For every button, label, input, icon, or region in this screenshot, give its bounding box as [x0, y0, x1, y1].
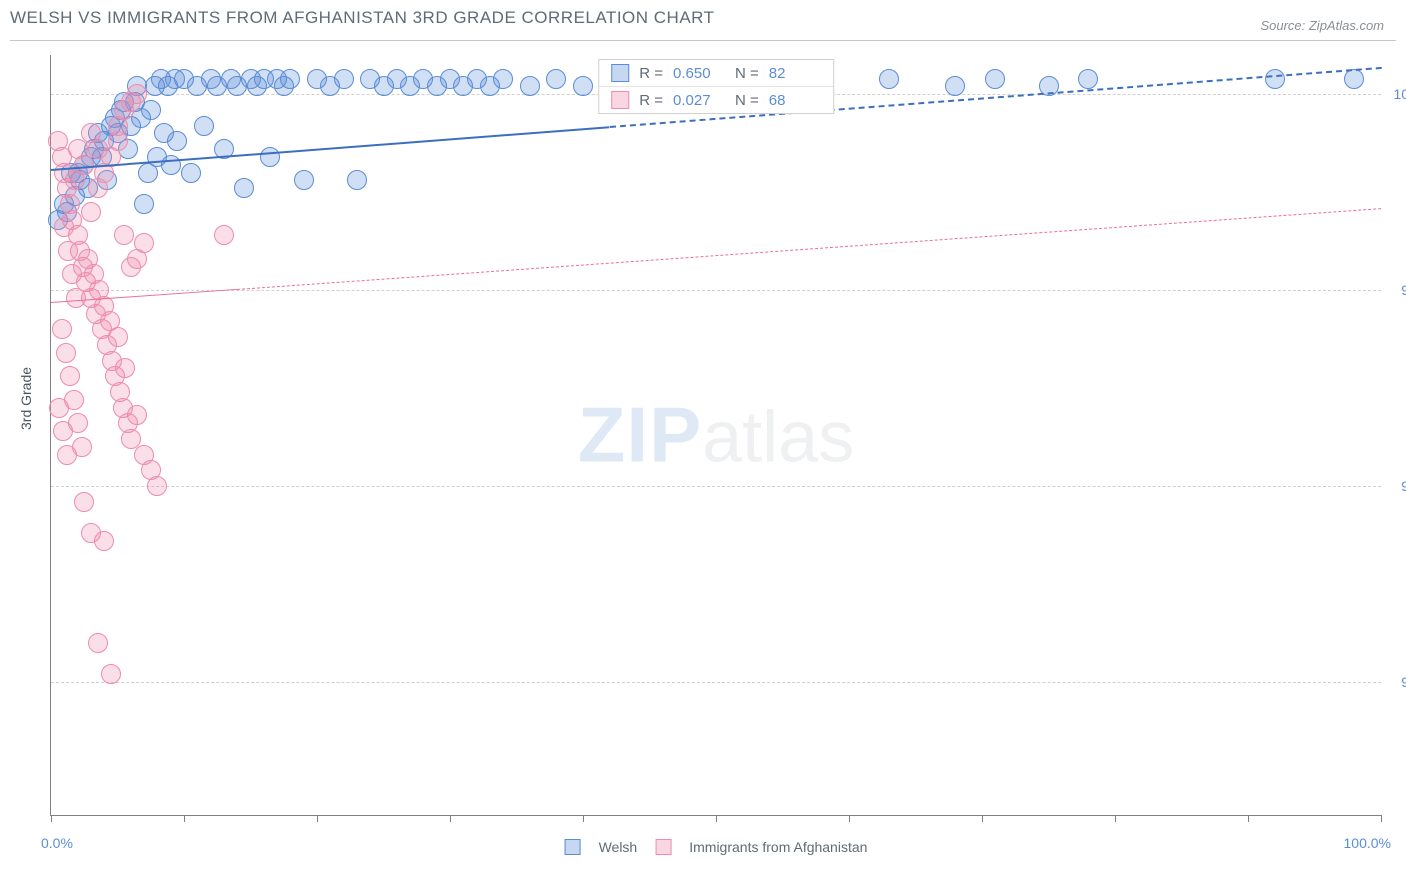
x-tick [849, 815, 850, 822]
data-point-afghan [214, 225, 234, 245]
stats-row-welsh: R = 0.650 N = 82 [599, 60, 833, 87]
data-point-welsh [280, 69, 300, 89]
x-tick [1381, 815, 1382, 822]
data-point-welsh [234, 178, 254, 198]
data-point-afghan [134, 233, 154, 253]
y-tick-label: 100.0% [1386, 86, 1406, 102]
data-point-afghan [88, 633, 108, 653]
data-point-welsh [520, 76, 540, 96]
watermark-atlas: atlas [702, 398, 854, 478]
data-point-afghan [147, 476, 167, 496]
y-tick-label: 97.5% [1386, 282, 1406, 298]
legend-label-welsh: Welsh [599, 839, 638, 855]
data-point-welsh [493, 69, 513, 89]
data-point-welsh [167, 131, 187, 151]
data-point-afghan [62, 264, 82, 284]
data-point-afghan [57, 445, 77, 465]
data-point-afghan [58, 241, 78, 261]
y-tick-label: 92.5% [1386, 674, 1406, 690]
data-point-welsh [546, 69, 566, 89]
n-value-afghan: 68 [769, 92, 821, 109]
n-label: N = [735, 65, 759, 82]
x-tick [51, 815, 52, 822]
data-point-welsh [1078, 69, 1098, 89]
data-point-welsh [573, 76, 593, 96]
swatch-welsh [611, 64, 629, 82]
x-tick [982, 815, 983, 822]
data-point-welsh [347, 170, 367, 190]
x-tick [317, 815, 318, 822]
data-point-welsh [141, 100, 161, 120]
x-axis-min-label: 0.0% [41, 835, 73, 851]
stats-row-afghan: R = 0.027 N = 68 [599, 87, 833, 113]
data-point-welsh [161, 155, 181, 175]
x-tick [450, 815, 451, 822]
data-point-afghan [56, 343, 76, 363]
chart-title: WELSH VS IMMIGRANTS FROM AFGHANISTAN 3RD… [10, 8, 715, 27]
data-point-afghan [74, 155, 94, 175]
data-point-afghan [49, 398, 69, 418]
data-point-afghan [66, 288, 86, 308]
x-tick [583, 815, 584, 822]
series-legend: Welsh Immigrants from Afghanistan [565, 839, 868, 855]
data-point-welsh [260, 147, 280, 167]
data-point-afghan [74, 492, 94, 512]
trend-line-afghan-dashed [237, 208, 1381, 290]
r-value-welsh: 0.650 [673, 65, 725, 82]
x-axis-max-label: 100.0% [1344, 835, 1391, 851]
swatch-afghan [611, 91, 629, 109]
data-point-welsh [181, 163, 201, 183]
title-bar: WELSH VS IMMIGRANTS FROM AFGHANISTAN 3RD… [10, 8, 1396, 41]
data-point-welsh [985, 69, 1005, 89]
n-label-2: N = [735, 92, 759, 109]
n-value-welsh: 82 [769, 65, 821, 82]
data-point-afghan [101, 664, 121, 684]
data-point-afghan [81, 202, 101, 222]
gridline [51, 290, 1381, 291]
data-point-afghan [60, 366, 80, 386]
y-axis-label: 3rd Grade [18, 367, 34, 430]
data-point-afghan [108, 327, 128, 347]
legend-label-afghan: Immigrants from Afghanistan [689, 839, 867, 855]
data-point-afghan [54, 217, 74, 237]
stats-legend: R = 0.650 N = 82 R = 0.027 N = 68 [598, 59, 834, 114]
x-tick [716, 815, 717, 822]
data-point-afghan [127, 84, 147, 104]
legend-swatch-afghan [655, 839, 671, 855]
source-attribution: Source: ZipAtlas.com [1260, 18, 1384, 33]
x-tick [184, 815, 185, 822]
data-point-afghan [127, 405, 147, 425]
data-point-afghan [53, 421, 73, 441]
watermark: ZIPatlas [578, 390, 854, 481]
data-point-afghan [52, 319, 72, 339]
data-point-welsh [1265, 69, 1285, 89]
data-point-welsh [294, 170, 314, 190]
data-point-afghan [115, 358, 135, 378]
data-point-afghan [114, 225, 134, 245]
y-tick-label: 95.0% [1386, 478, 1406, 494]
r-value-afghan: 0.027 [673, 92, 725, 109]
data-point-welsh [194, 116, 214, 136]
legend-swatch-welsh [565, 839, 581, 855]
data-point-welsh [879, 69, 899, 89]
watermark-zip: ZIP [578, 391, 702, 479]
gridline [51, 682, 1381, 683]
data-point-welsh [134, 194, 154, 214]
data-point-welsh [334, 69, 354, 89]
x-tick [1248, 815, 1249, 822]
data-point-welsh [945, 76, 965, 96]
gridline [51, 486, 1381, 487]
chart-plot-area: ZIPatlas R = 0.650 N = 82 R = 0.027 N = … [50, 55, 1381, 816]
r-label: R = [639, 65, 663, 82]
x-tick [1115, 815, 1116, 822]
r-label-2: R = [639, 92, 663, 109]
data-point-afghan [94, 531, 114, 551]
